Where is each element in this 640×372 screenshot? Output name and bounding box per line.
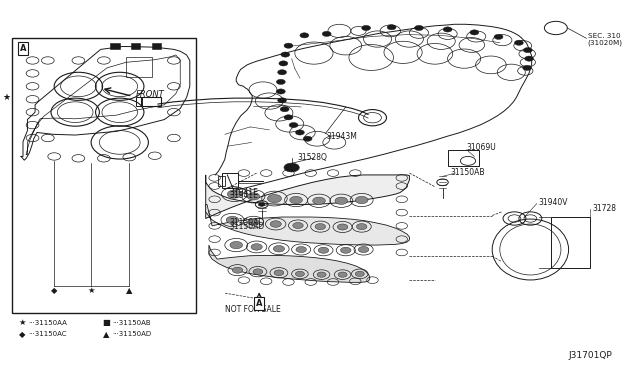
Text: 31941E: 31941E	[230, 191, 259, 200]
Text: 31728: 31728	[592, 203, 616, 213]
Circle shape	[281, 52, 290, 57]
Circle shape	[523, 65, 532, 70]
Circle shape	[268, 195, 282, 203]
Circle shape	[289, 122, 298, 128]
Text: ◆: ◆	[19, 330, 26, 339]
Circle shape	[296, 247, 307, 253]
Text: ···31150AA: ···31150AA	[29, 320, 68, 326]
Circle shape	[247, 193, 260, 200]
Circle shape	[355, 271, 364, 276]
Circle shape	[322, 31, 331, 36]
Circle shape	[270, 221, 282, 227]
Circle shape	[230, 241, 243, 249]
Circle shape	[340, 247, 351, 253]
Circle shape	[355, 196, 368, 204]
Polygon shape	[205, 205, 410, 245]
Circle shape	[358, 247, 369, 253]
Circle shape	[337, 224, 348, 230]
Text: ★: ★	[19, 318, 26, 327]
Circle shape	[296, 130, 305, 135]
Text: NOT FOR SALE: NOT FOR SALE	[225, 305, 280, 314]
Circle shape	[284, 163, 300, 172]
Circle shape	[284, 115, 293, 120]
Bar	[141, 97, 161, 106]
Text: A: A	[256, 299, 262, 308]
Text: ◆: ◆	[51, 286, 58, 295]
Circle shape	[296, 271, 305, 276]
Polygon shape	[209, 245, 370, 282]
Text: 31150AB: 31150AB	[451, 168, 485, 177]
Text: SEC. 310: SEC. 310	[588, 33, 620, 39]
Circle shape	[515, 40, 524, 45]
Circle shape	[276, 79, 285, 84]
Bar	[126, 57, 152, 77]
Circle shape	[278, 98, 287, 103]
Circle shape	[303, 136, 312, 141]
Bar	[447, 150, 479, 166]
Text: ···31150AD: ···31150AD	[112, 331, 151, 337]
Circle shape	[470, 30, 479, 35]
Text: 31150AD: 31150AD	[230, 222, 265, 231]
Bar	[221, 173, 237, 188]
Circle shape	[362, 25, 371, 31]
Circle shape	[232, 267, 243, 273]
Circle shape	[284, 43, 293, 48]
Text: ···31150AB: ···31150AB	[112, 320, 151, 326]
Text: 31943M: 31943M	[326, 132, 358, 141]
Circle shape	[248, 219, 259, 225]
Bar	[110, 44, 120, 49]
Text: ★: ★	[87, 286, 95, 295]
Circle shape	[387, 25, 396, 30]
Text: 31069U: 31069U	[467, 143, 497, 152]
Text: (31020M): (31020M)	[588, 39, 623, 46]
Bar	[218, 176, 225, 186]
Circle shape	[524, 48, 532, 53]
Bar	[136, 97, 142, 106]
Circle shape	[290, 196, 303, 204]
Circle shape	[525, 56, 534, 61]
Circle shape	[494, 34, 503, 39]
Circle shape	[273, 246, 285, 252]
Circle shape	[279, 61, 288, 66]
Circle shape	[415, 25, 424, 31]
Circle shape	[338, 272, 347, 277]
Text: ★: ★	[3, 93, 10, 102]
Text: ▲: ▲	[126, 286, 132, 295]
Text: 31150AD: 31150AD	[230, 218, 265, 227]
Text: 31528Q: 31528Q	[298, 153, 327, 162]
Circle shape	[227, 190, 241, 198]
Circle shape	[280, 107, 289, 112]
Text: 31940V: 31940V	[538, 199, 568, 208]
Circle shape	[278, 70, 287, 75]
Circle shape	[251, 244, 262, 250]
Circle shape	[226, 216, 239, 224]
Text: ···31150AC: ···31150AC	[29, 331, 67, 337]
Text: A: A	[20, 44, 26, 53]
Circle shape	[443, 27, 452, 32]
Circle shape	[313, 197, 325, 205]
Circle shape	[315, 224, 326, 230]
Circle shape	[274, 270, 284, 276]
Polygon shape	[205, 175, 410, 218]
Circle shape	[317, 272, 326, 277]
Text: 31941E: 31941E	[229, 188, 258, 197]
Circle shape	[300, 33, 309, 38]
Circle shape	[276, 89, 285, 94]
Circle shape	[356, 224, 367, 230]
Text: ■: ■	[102, 318, 109, 327]
Text: FRONT: FRONT	[136, 90, 164, 99]
Circle shape	[318, 247, 329, 253]
Bar	[152, 44, 161, 49]
Bar	[12, 38, 196, 313]
Bar	[131, 44, 140, 49]
Bar	[551, 217, 590, 268]
Circle shape	[259, 203, 265, 206]
Circle shape	[292, 222, 303, 228]
Text: J31701QP: J31701QP	[568, 351, 612, 360]
Circle shape	[253, 269, 263, 275]
Text: ▲: ▲	[102, 330, 109, 339]
Circle shape	[335, 197, 348, 205]
